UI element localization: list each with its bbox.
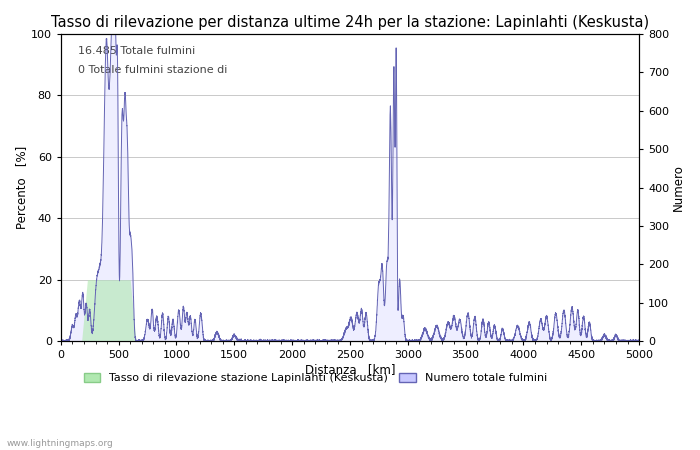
Title: Tasso di rilevazione per distanza ultime 24h per la stazione: Lapinlahti (Keskus: Tasso di rilevazione per distanza ultime…	[51, 15, 649, 30]
Text: www.lightningmaps.org: www.lightningmaps.org	[7, 439, 113, 448]
X-axis label: Distanza   [km]: Distanza [km]	[304, 363, 395, 376]
Y-axis label: Numero: Numero	[672, 164, 685, 211]
Legend: Tasso di rilevazione stazione Lapinlahti (Keskusta), Numero totale fulmini: Tasso di rilevazione stazione Lapinlahti…	[79, 369, 552, 388]
Text: 0 Totale fulmini stazione di: 0 Totale fulmini stazione di	[78, 65, 228, 75]
Text: 16.485 Totale fulmini: 16.485 Totale fulmini	[78, 46, 195, 56]
Y-axis label: Percento   [%]: Percento [%]	[15, 146, 28, 229]
